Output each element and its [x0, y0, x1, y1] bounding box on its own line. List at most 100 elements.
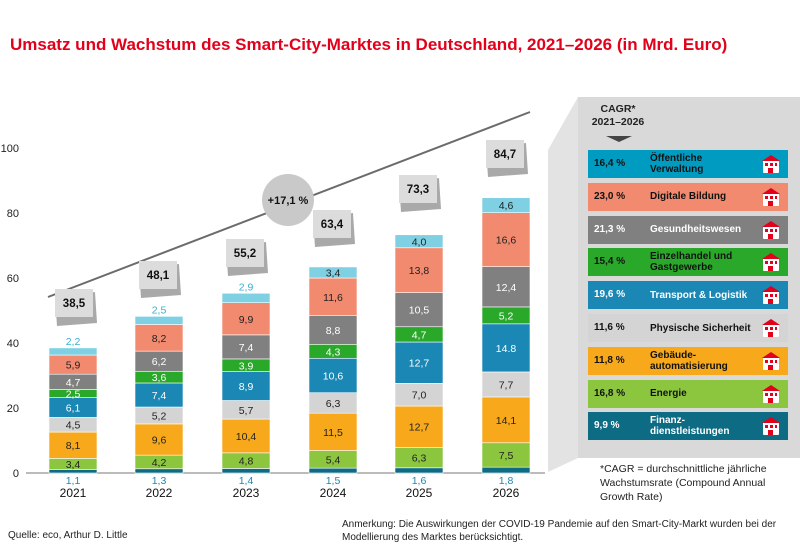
- total-callout-box: [313, 210, 351, 238]
- legend-label: Energie: [650, 388, 687, 400]
- bar-segment: [394, 467, 444, 474]
- government-building-icon: [760, 154, 782, 174]
- x-tick-label: 2024: [320, 486, 347, 500]
- bar-value-label: 4,2: [152, 457, 167, 469]
- bar-segment: [481, 197, 531, 213]
- total-value-label: 55,2: [234, 248, 256, 260]
- bar-value-label: 4,6: [499, 200, 514, 212]
- bar-segment: [308, 315, 358, 345]
- y-tick-label: 80: [7, 208, 19, 220]
- legend-item: 15,4 % Einzelhandel und Gastgewerbe: [588, 248, 788, 277]
- security-icon: [760, 318, 782, 338]
- bar-value-label: 4,0: [412, 236, 427, 248]
- bar-value-label: 8,8: [326, 325, 341, 337]
- bar-value-label: 10,4: [236, 431, 257, 443]
- bar-segment: [394, 247, 444, 293]
- bar-value-label: 5,2: [152, 410, 167, 422]
- legend-label: Finanz­dienstleistungen: [650, 415, 730, 438]
- bar-segment: [221, 468, 271, 474]
- bar-value-label: 4,8: [239, 456, 254, 468]
- legend-cagr-value: 16,8 %: [594, 387, 626, 399]
- y-tick-label: 20: [7, 403, 19, 415]
- bar-value-label: 6,2: [152, 356, 167, 368]
- total-value-label: 38,5: [63, 298, 86, 310]
- bar-segment: [481, 266, 531, 308]
- bar-segment: [481, 212, 531, 267]
- y-tick-label: 0: [13, 468, 19, 480]
- energy-icon: [760, 384, 782, 404]
- legend-cagr-value: 9,9 %: [594, 420, 620, 432]
- bar-value-label: 8,2: [152, 333, 167, 345]
- bar-segment: [394, 292, 444, 328]
- hospital-icon: [760, 220, 782, 240]
- bar-value-label: 11,6: [323, 292, 343, 304]
- legend-item: 23,0 % Digitale Bildung: [588, 182, 788, 211]
- total-value-label: 84,7: [494, 149, 516, 161]
- bar-value-label: 1,4: [239, 475, 254, 487]
- bar-value-label: 1,6: [412, 475, 427, 487]
- bar-value-label: 5,9: [66, 360, 81, 372]
- bar-segment: [48, 347, 98, 356]
- total-value-label: 73,3: [407, 184, 429, 196]
- bar-segment: [481, 371, 531, 398]
- cagr-footnote: *CAGR = durchschnittliche jährliche Wach…: [600, 463, 767, 503]
- school-icon: [760, 187, 782, 207]
- bar-segment: [134, 468, 184, 474]
- bar-value-label: 7,0: [412, 390, 427, 402]
- bar-segment: [221, 371, 271, 401]
- bar-segment: [221, 302, 271, 336]
- overall-cagr-label: +17,1 %: [268, 195, 309, 207]
- bar-value-label: 12,4: [496, 282, 517, 294]
- total-callout: 55,2: [226, 239, 268, 276]
- bar-segment: [221, 418, 271, 454]
- bar-value-label: 12,7: [409, 358, 430, 370]
- total-callout-box: [139, 261, 177, 289]
- legend-cagr-value: 21,3 %: [594, 223, 626, 235]
- x-tick-label: 2021: [60, 486, 87, 500]
- bar-value-label: 9,9: [239, 314, 254, 326]
- total-callout-box: [399, 175, 437, 203]
- total-callout: 63,4: [313, 210, 355, 247]
- bar-value-label: 5,2: [499, 310, 514, 322]
- legend-cagr-value: 11,6 %: [594, 322, 625, 333]
- cagr-header-line2: 2021–2026: [591, 116, 645, 128]
- bar-segment: [221, 292, 271, 303]
- legend-label: Einzelhandel und Gastgewerbe: [650, 251, 733, 274]
- legend-cagr-value: 15,4 %: [594, 256, 626, 268]
- bar-segment: [308, 412, 358, 451]
- cagr-arrow-icon: [606, 136, 632, 142]
- y-tick-label: 40: [7, 338, 19, 350]
- bar-segment: [394, 405, 444, 448]
- legend-label: Gesundheitswesen: [650, 224, 742, 236]
- bar-value-label: 7,4: [152, 390, 167, 402]
- bar-value-label: 14.8: [496, 343, 517, 355]
- legend-item: 16,4 % Öffentliche Verwaltung: [588, 150, 788, 178]
- total-callout: 48,1: [139, 261, 181, 298]
- bar-value-label: 4,3: [326, 346, 341, 358]
- bar-segment: [134, 382, 184, 408]
- bar-value-label: 10,5: [409, 305, 430, 317]
- legend-label: Öffentliche Verwaltung: [650, 153, 704, 175]
- bar-value-label: 5,4: [326, 454, 341, 466]
- legend-cagr-value: 19,6 %: [594, 289, 626, 301]
- bar-value-label: 5,7: [239, 405, 254, 417]
- legend-cagr-value: 23,0 %: [594, 190, 626, 202]
- bar-value-label: 1,3: [152, 475, 167, 487]
- bar-value-label: 6,3: [326, 398, 341, 410]
- bar-value-label: 3,4: [66, 459, 81, 471]
- finance-icon: [760, 416, 782, 436]
- bar-segment: [394, 234, 444, 249]
- bar-segment: [134, 316, 184, 325]
- bar-value-label: 14,1: [496, 415, 517, 427]
- total-callout-box: [486, 140, 524, 168]
- legend-label: Digitale Bildung: [650, 191, 727, 203]
- shop-icon: [760, 252, 782, 272]
- legend-label: Gebäude­automatisierung: [650, 349, 728, 372]
- y-tick-label: 100: [1, 143, 19, 155]
- bar-value-label: 3,4: [326, 267, 341, 279]
- total-callout-box: [55, 289, 93, 317]
- bar-value-label: 1,5: [326, 475, 341, 487]
- bar-value-label: 16,6: [496, 235, 517, 247]
- x-tick-label: 2023: [233, 486, 260, 500]
- bar-value-label: 4,7: [66, 377, 81, 389]
